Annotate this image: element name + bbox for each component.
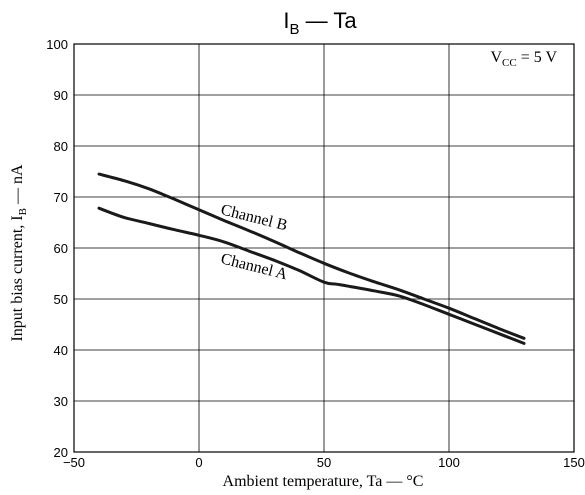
y-tick-labels: 20 30 40 50 60 70 80 90 100 xyxy=(46,37,68,460)
series-line-channel-a xyxy=(97,206,526,345)
y-tick-label: 70 xyxy=(54,190,68,205)
x-tick-label: 100 xyxy=(438,455,460,470)
x-tick-label: 50 xyxy=(317,455,331,470)
series-label-channel-b: Channel B xyxy=(219,201,289,234)
grid xyxy=(74,44,574,452)
y-axis-label: Input bias current, IB — nA xyxy=(9,164,29,342)
series-lines xyxy=(97,172,526,345)
chart-title: IB — Ta xyxy=(283,8,357,38)
y-tick-label: 60 xyxy=(54,241,68,256)
x-tick-label: 0 xyxy=(195,455,202,470)
y-tick-label: 40 xyxy=(54,343,68,358)
y-tick-label: 80 xyxy=(54,139,68,154)
y-tick-label: 20 xyxy=(54,445,68,460)
y-tick-label: 50 xyxy=(54,292,68,307)
y-tick-label: 30 xyxy=(54,394,68,409)
plot-frame xyxy=(73,43,575,453)
y-tick-label: 90 xyxy=(54,88,68,103)
x-tick-label: 150 xyxy=(563,455,585,470)
vcc-annotation: VCC = 5 V xyxy=(490,49,557,69)
x-axis-label: Ambient temperature, Ta — °C xyxy=(223,473,424,490)
y-tick-label: 100 xyxy=(46,37,68,52)
x-tick-label: −50 xyxy=(63,455,85,470)
series-line-channel-b xyxy=(97,172,526,340)
x-tick-labels: −50 0 50 100 150 xyxy=(63,455,585,470)
series-label-channel-a: Channel A xyxy=(219,250,290,283)
